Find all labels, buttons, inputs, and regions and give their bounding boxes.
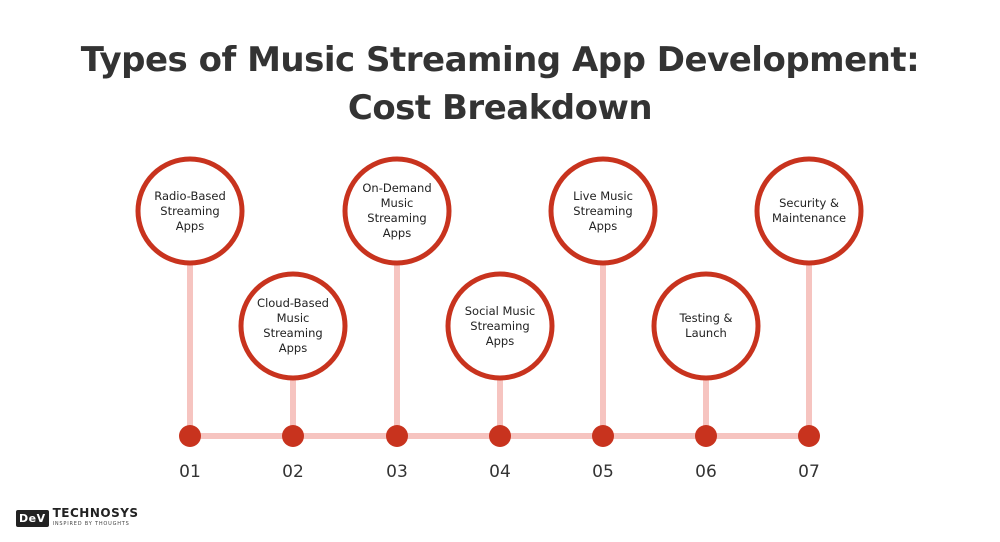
timeline-dot [592, 425, 614, 447]
timeline-dot [282, 425, 304, 447]
step-label: Live Music Streaming Apps [573, 188, 633, 233]
timeline-dot [489, 425, 511, 447]
step-number: 05 [592, 462, 614, 482]
step-label: Radio-Based Streaming Apps [154, 188, 226, 233]
step-circle [342, 156, 452, 266]
timeline-dot [386, 425, 408, 447]
timeline-dot [798, 425, 820, 447]
step-number: 04 [489, 462, 511, 482]
logo-text: TECHNOSYS INSPIRED BY THOUGHTS [52, 505, 139, 529]
step-label: Security & Maintenance [771, 196, 847, 225]
title-line-1: Types of Music Streaming App Development… [80, 40, 920, 80]
step-label: Social Music Streaming Apps [464, 303, 536, 348]
page-title: Types of Music Streaming App Development… [0, 36, 1000, 132]
step-number: 03 [386, 462, 408, 482]
logo-name: TECHNOSYS [52, 505, 139, 520]
title-line-2: Cost Breakdown [347, 88, 653, 128]
step-number: 01 [179, 462, 201, 482]
step-circle [651, 271, 761, 381]
logo-dev-mark: DeV [16, 509, 49, 527]
logo-tagline: INSPIRED BY THOUGHTS [52, 520, 130, 527]
step-number: 06 [695, 462, 717, 482]
timeline-dot [179, 425, 201, 447]
step-label: Cloud-Based Music Streaming Apps [257, 296, 329, 355]
step-label: Testing & Launch [679, 311, 733, 340]
step-circle [238, 271, 348, 381]
timeline-dot [695, 425, 717, 447]
step-number: 02 [282, 462, 304, 482]
step-circle [754, 156, 864, 266]
step-circle [445, 271, 555, 381]
brand-logo: DeV TECHNOSYS INSPIRED BY THOUGHTS [16, 506, 139, 530]
step-circle [548, 156, 658, 266]
step-label: On-Demand Music Streaming Apps [362, 181, 432, 240]
step-number: 07 [798, 462, 820, 482]
step-circle [135, 156, 245, 266]
